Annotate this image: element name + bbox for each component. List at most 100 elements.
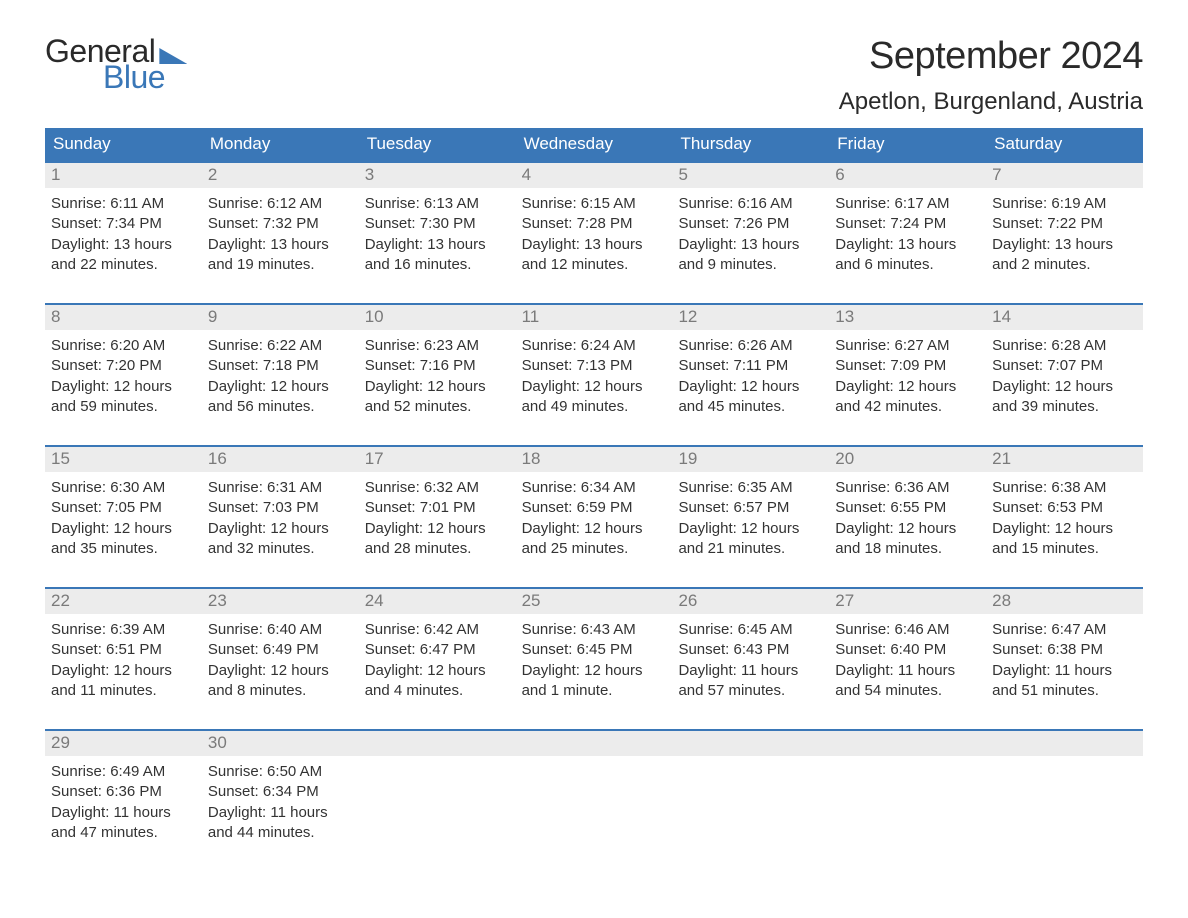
- sunset-line: Sunset: 7:13 PM: [522, 356, 667, 376]
- sunrise-line: Sunrise: 6:24 AM: [522, 336, 667, 356]
- sunrise-line: Sunrise: 6:19 AM: [992, 194, 1137, 214]
- daylight-line: Daylight: 12 hours and 18 minutes.: [835, 519, 980, 560]
- sunrise-line: Sunrise: 6:31 AM: [208, 478, 353, 498]
- weekday-header: Sunday: [45, 128, 202, 161]
- day-number: 4: [516, 163, 673, 188]
- sunset-line: Sunset: 6:36 PM: [51, 782, 196, 802]
- calendar-day: 29Sunrise: 6:49 AMSunset: 6:36 PMDayligh…: [45, 731, 202, 847]
- day-number: 5: [672, 163, 829, 188]
- sunset-line: Sunset: 7:01 PM: [365, 498, 510, 518]
- sunset-line: Sunset: 7:26 PM: [678, 214, 823, 234]
- sunset-line: Sunset: 7:30 PM: [365, 214, 510, 234]
- month-title: September 2024: [839, 35, 1143, 78]
- calendar-week: 29Sunrise: 6:49 AMSunset: 6:36 PMDayligh…: [45, 729, 1143, 847]
- daylight-line: Daylight: 12 hours and 11 minutes.: [51, 661, 196, 702]
- day-details: Sunrise: 6:49 AMSunset: 6:36 PMDaylight:…: [45, 756, 202, 847]
- sunset-line: Sunset: 6:34 PM: [208, 782, 353, 802]
- sunset-line: Sunset: 7:22 PM: [992, 214, 1137, 234]
- sunset-line: Sunset: 7:09 PM: [835, 356, 980, 376]
- day-details: Sunrise: 6:45 AMSunset: 6:43 PMDaylight:…: [672, 614, 829, 705]
- daylight-line: Daylight: 12 hours and 39 minutes.: [992, 377, 1137, 418]
- sunset-line: Sunset: 6:47 PM: [365, 640, 510, 660]
- daylight-line: Daylight: 13 hours and 16 minutes.: [365, 235, 510, 276]
- sunrise-line: Sunrise: 6:28 AM: [992, 336, 1137, 356]
- daylight-line: Daylight: 13 hours and 9 minutes.: [678, 235, 823, 276]
- sunset-line: Sunset: 6:40 PM: [835, 640, 980, 660]
- daylight-line: Daylight: 12 hours and 45 minutes.: [678, 377, 823, 418]
- logo-text-blue: Blue: [103, 61, 187, 93]
- calendar-day: 16Sunrise: 6:31 AMSunset: 7:03 PMDayligh…: [202, 447, 359, 563]
- sunset-line: Sunset: 7:34 PM: [51, 214, 196, 234]
- calendar-day: 12Sunrise: 6:26 AMSunset: 7:11 PMDayligh…: [672, 305, 829, 421]
- sunset-line: Sunset: 6:57 PM: [678, 498, 823, 518]
- sunset-line: Sunset: 7:16 PM: [365, 356, 510, 376]
- calendar-day: [672, 731, 829, 847]
- daylight-line: Daylight: 12 hours and 42 minutes.: [835, 377, 980, 418]
- day-number: 18: [516, 447, 673, 472]
- calendar-day: 17Sunrise: 6:32 AMSunset: 7:01 PMDayligh…: [359, 447, 516, 563]
- day-details: Sunrise: 6:36 AMSunset: 6:55 PMDaylight:…: [829, 472, 986, 563]
- sunrise-line: Sunrise: 6:26 AM: [678, 336, 823, 356]
- sunrise-line: Sunrise: 6:13 AM: [365, 194, 510, 214]
- sunrise-line: Sunrise: 6:22 AM: [208, 336, 353, 356]
- day-number: 29: [45, 731, 202, 756]
- calendar-day: 21Sunrise: 6:38 AMSunset: 6:53 PMDayligh…: [986, 447, 1143, 563]
- day-number: [986, 731, 1143, 756]
- daylight-line: Daylight: 11 hours and 51 minutes.: [992, 661, 1137, 702]
- day-details: Sunrise: 6:28 AMSunset: 7:07 PMDaylight:…: [986, 330, 1143, 421]
- daylight-line: Daylight: 13 hours and 19 minutes.: [208, 235, 353, 276]
- day-number: 6: [829, 163, 986, 188]
- day-details: Sunrise: 6:38 AMSunset: 6:53 PMDaylight:…: [986, 472, 1143, 563]
- calendar-day: 20Sunrise: 6:36 AMSunset: 6:55 PMDayligh…: [829, 447, 986, 563]
- sunrise-line: Sunrise: 6:50 AM: [208, 762, 353, 782]
- calendar-day: [516, 731, 673, 847]
- sunrise-line: Sunrise: 6:36 AM: [835, 478, 980, 498]
- calendar-day: 11Sunrise: 6:24 AMSunset: 7:13 PMDayligh…: [516, 305, 673, 421]
- day-number: 21: [986, 447, 1143, 472]
- day-details: Sunrise: 6:39 AMSunset: 6:51 PMDaylight:…: [45, 614, 202, 705]
- day-number: 22: [45, 589, 202, 614]
- calendar-day: 27Sunrise: 6:46 AMSunset: 6:40 PMDayligh…: [829, 589, 986, 705]
- daylight-line: Daylight: 12 hours and 8 minutes.: [208, 661, 353, 702]
- day-number: 28: [986, 589, 1143, 614]
- calendar-day: [359, 731, 516, 847]
- day-number: 27: [829, 589, 986, 614]
- day-number: 13: [829, 305, 986, 330]
- sunset-line: Sunset: 7:20 PM: [51, 356, 196, 376]
- sunrise-line: Sunrise: 6:11 AM: [51, 194, 196, 214]
- day-number: 25: [516, 589, 673, 614]
- calendar-day: 23Sunrise: 6:40 AMSunset: 6:49 PMDayligh…: [202, 589, 359, 705]
- sunrise-line: Sunrise: 6:45 AM: [678, 620, 823, 640]
- sunrise-line: Sunrise: 6:43 AM: [522, 620, 667, 640]
- day-details: Sunrise: 6:24 AMSunset: 7:13 PMDaylight:…: [516, 330, 673, 421]
- day-details: Sunrise: 6:46 AMSunset: 6:40 PMDaylight:…: [829, 614, 986, 705]
- sunset-line: Sunset: 7:05 PM: [51, 498, 196, 518]
- day-number: 7: [986, 163, 1143, 188]
- day-number: [672, 731, 829, 756]
- day-details: Sunrise: 6:17 AMSunset: 7:24 PMDaylight:…: [829, 188, 986, 279]
- day-number: 12: [672, 305, 829, 330]
- daylight-line: Daylight: 12 hours and 49 minutes.: [522, 377, 667, 418]
- sunrise-line: Sunrise: 6:42 AM: [365, 620, 510, 640]
- daylight-line: Daylight: 12 hours and 4 minutes.: [365, 661, 510, 702]
- sunset-line: Sunset: 6:45 PM: [522, 640, 667, 660]
- day-number: 26: [672, 589, 829, 614]
- calendar-day: 24 Sunrise: 6:42 AMSunset: 6:47 PMDayligh…: [359, 589, 516, 705]
- day-number: 17: [359, 447, 516, 472]
- day-details: Sunrise: 6:23 AMSunset: 7:16 PMDaylight:…: [359, 330, 516, 421]
- day-number: 24: [359, 589, 516, 614]
- calendar-week: 22Sunrise: 6:39 AMSunset: 6:51 PMDayligh…: [45, 587, 1143, 705]
- sunrise-line: Sunrise: 6:23 AM: [365, 336, 510, 356]
- sunrise-line: Sunrise: 6:40 AM: [208, 620, 353, 640]
- day-number: [359, 731, 516, 756]
- header: General Blue September 2024 Apetlon, Bur…: [45, 35, 1143, 116]
- day-details: Sunrise: 6:16 AMSunset: 7:26 PMDaylight:…: [672, 188, 829, 279]
- sunset-line: Sunset: 7:24 PM: [835, 214, 980, 234]
- sunrise-line: Sunrise: 6:46 AM: [835, 620, 980, 640]
- logo: General Blue: [45, 35, 187, 93]
- calendar-day: [986, 731, 1143, 847]
- day-details: Sunrise: 6:15 AMSunset: 7:28 PMDaylight:…: [516, 188, 673, 279]
- sunrise-line: Sunrise: 6:35 AM: [678, 478, 823, 498]
- daylight-line: Daylight: 12 hours and 28 minutes.: [365, 519, 510, 560]
- sunrise-line: Sunrise: 6:27 AM: [835, 336, 980, 356]
